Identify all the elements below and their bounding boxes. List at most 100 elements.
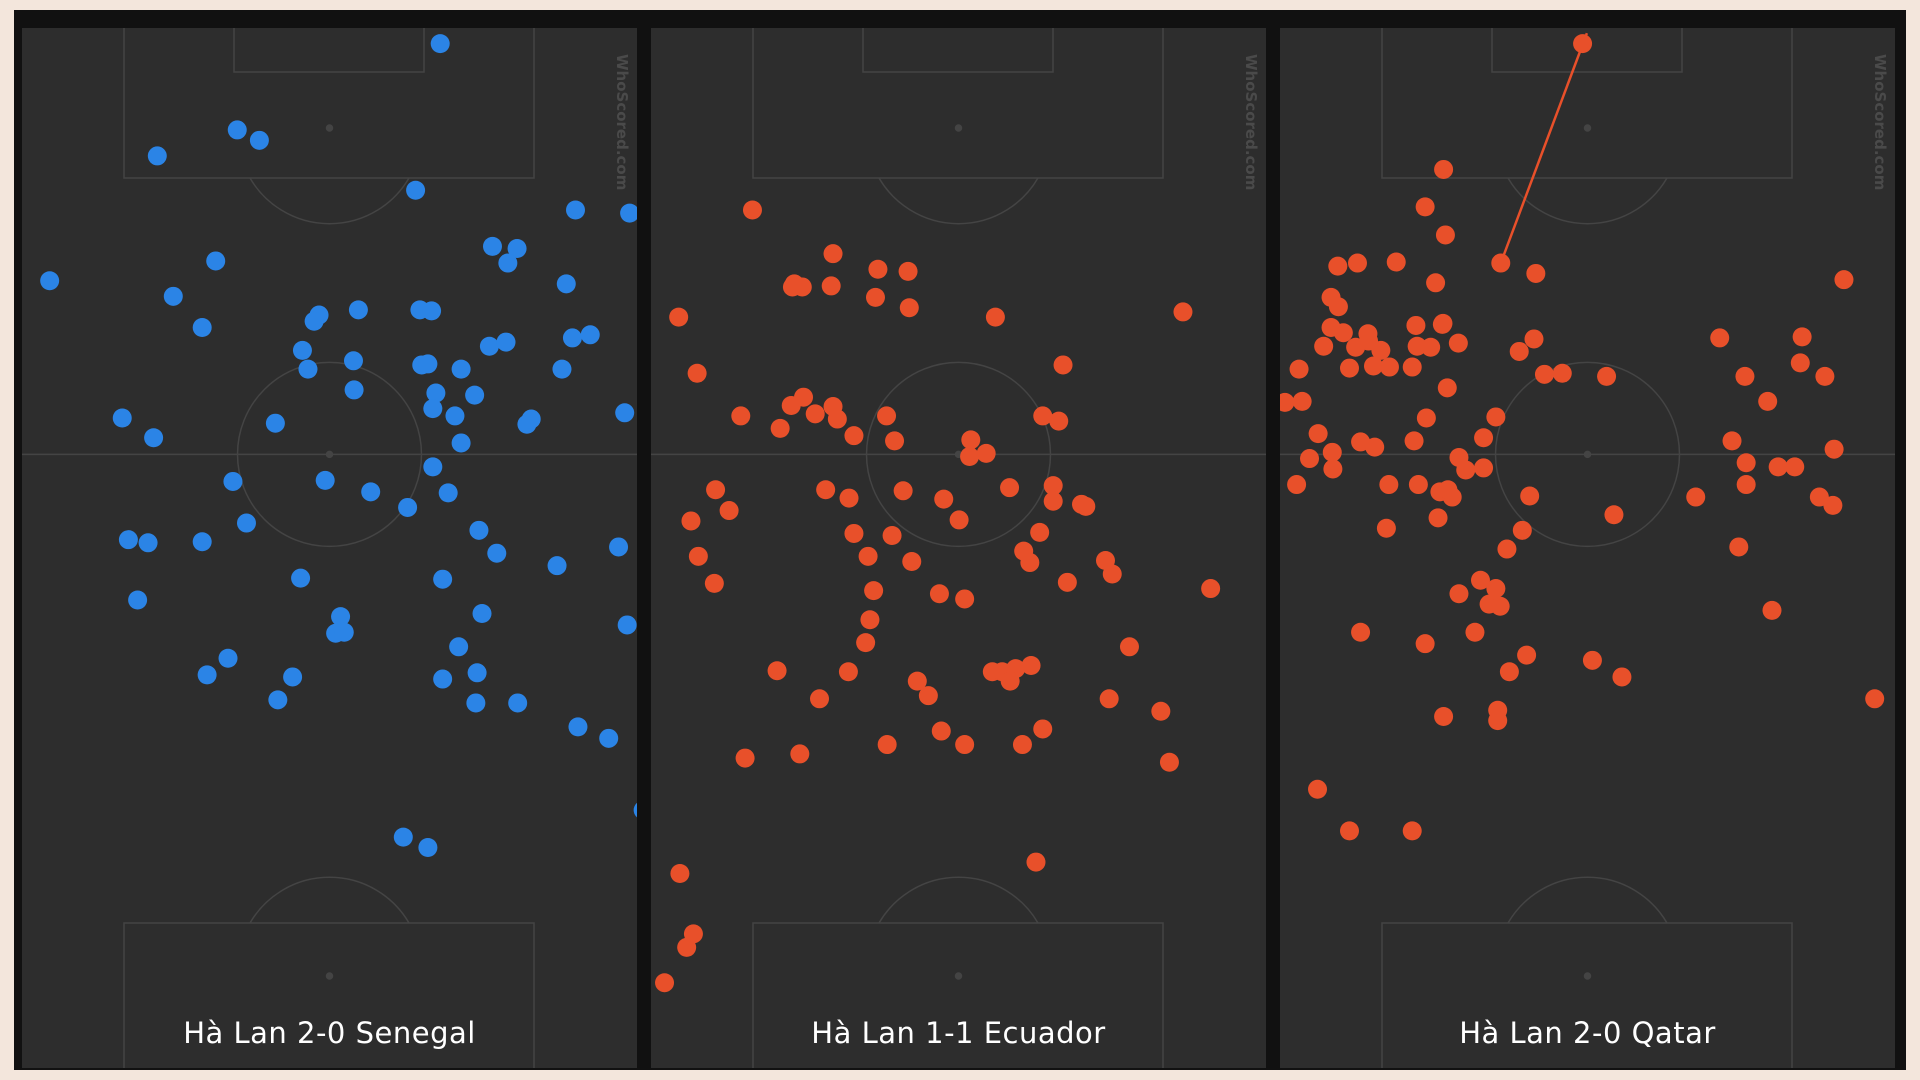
data-point (1470, 570, 1490, 590)
data-point (877, 735, 897, 755)
data-point (1809, 487, 1829, 507)
data-point (985, 307, 1005, 327)
data-point (882, 526, 902, 546)
top-goal-area (1491, 28, 1683, 73)
data-point (1339, 821, 1359, 841)
data-point (1736, 453, 1756, 473)
data-point (547, 556, 567, 576)
data-point (40, 271, 60, 291)
data-point (868, 259, 888, 279)
data-point (418, 354, 438, 374)
data-point (827, 409, 847, 429)
data-point (704, 573, 724, 593)
data-point (469, 520, 489, 540)
centre-circle (865, 361, 1052, 548)
data-point (1768, 457, 1788, 477)
data-point (781, 396, 801, 416)
data-point (334, 622, 354, 642)
data-point (1057, 572, 1077, 592)
data-point (899, 298, 919, 318)
data-point (291, 568, 311, 588)
data-point (1762, 600, 1782, 620)
data-point (1497, 539, 1517, 559)
data-point (1012, 735, 1032, 755)
data-point (1488, 711, 1508, 731)
data-point (1314, 336, 1334, 356)
data-point (1328, 297, 1348, 317)
data-point (1815, 366, 1835, 386)
data-point (1486, 579, 1506, 599)
data-point (422, 301, 442, 321)
data-point (1735, 366, 1755, 386)
data-point (1404, 431, 1424, 451)
data-point (1438, 480, 1458, 500)
data-point (620, 203, 637, 223)
data-point (949, 510, 969, 530)
data-point (118, 530, 138, 550)
bottom-penalty-arc (1507, 876, 1668, 924)
data-point (810, 689, 830, 709)
data-point (1597, 366, 1617, 386)
data-point (423, 399, 443, 419)
data-point (144, 428, 164, 448)
data-point (1407, 336, 1427, 356)
data-point (1347, 253, 1367, 273)
data-point (864, 581, 884, 601)
top-penalty-spot (325, 124, 334, 132)
data-point (1289, 359, 1309, 379)
data-point (1534, 364, 1554, 384)
data-point (1379, 357, 1399, 377)
pitch-markings (1280, 28, 1895, 1068)
chart-title: Hà Lan 2-0 Senegal (183, 1016, 476, 1050)
data-point (934, 489, 954, 509)
data-point (1612, 667, 1632, 687)
watermark: WhoScored.com (1871, 54, 1889, 191)
centre-spot (325, 450, 334, 459)
data-point (1020, 553, 1040, 573)
centre-circle (1494, 361, 1681, 548)
bottom-penalty-arc (878, 876, 1039, 924)
data-point (719, 501, 739, 521)
data-point (1365, 437, 1385, 457)
data-point (1792, 327, 1812, 347)
data-point (1491, 253, 1511, 273)
data-point (1408, 475, 1428, 495)
data-point (731, 406, 751, 426)
data-point (1509, 341, 1529, 361)
data-point (283, 667, 303, 687)
data-point (218, 648, 238, 668)
data-point (615, 403, 635, 423)
data-point (344, 380, 364, 400)
data-point (467, 663, 487, 683)
chart-title: Hà Lan 2-0 Qatar (1459, 1016, 1716, 1050)
data-point (1604, 505, 1624, 525)
data-point (1520, 486, 1540, 506)
data-point (1102, 564, 1122, 584)
data-point (361, 482, 381, 502)
data-point (192, 532, 212, 552)
pitch-svg (1280, 28, 1895, 1068)
data-point (1758, 391, 1778, 411)
data-point (236, 513, 256, 533)
data-point (877, 406, 897, 426)
data-point (292, 340, 312, 360)
bottom-penalty-spot (325, 972, 334, 980)
data-point (677, 937, 697, 957)
data-point (1292, 391, 1312, 411)
pitch-svg (651, 28, 1266, 1068)
pitch-svg (22, 28, 637, 1068)
data-point (1415, 634, 1435, 654)
data-point (580, 325, 600, 345)
data-point (767, 661, 787, 681)
data-point (1512, 520, 1532, 540)
data-point (885, 431, 905, 451)
top-penalty-area (123, 28, 535, 179)
data-point (1322, 442, 1342, 462)
bottom-penalty-area (123, 922, 535, 1068)
top-penalty-area (752, 28, 1164, 179)
data-point (1434, 706, 1454, 726)
data-point (482, 236, 502, 256)
pitch-panel-senegal: WhoScored.com Hà Lan 2-0 Senegal (22, 28, 637, 1068)
data-point (706, 480, 726, 500)
data-point (770, 418, 790, 438)
